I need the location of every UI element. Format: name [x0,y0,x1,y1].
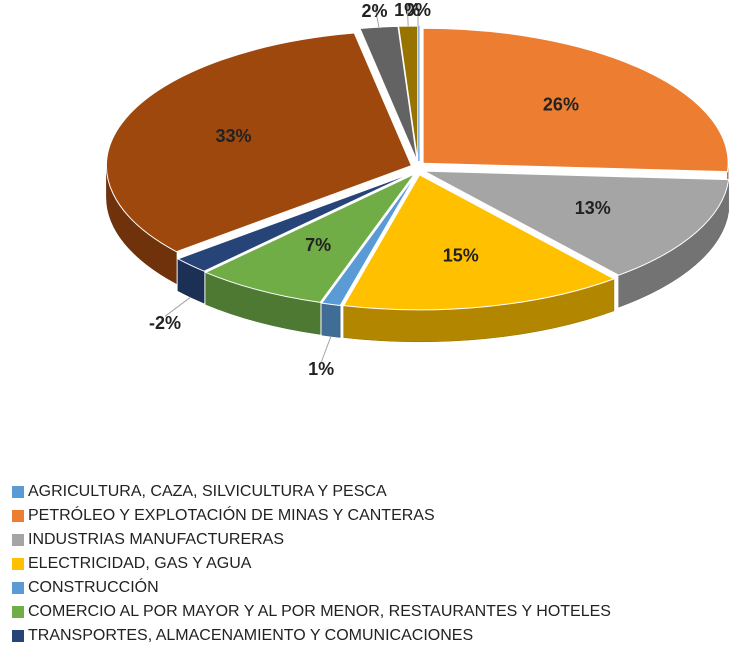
legend-swatch [12,486,24,498]
slice [320,174,417,307]
legend-label: AGRICULTURA, CAZA, SILVICULTURA Y PESCA [28,483,387,500]
data-label: 2% [362,1,388,21]
legend-swatch [12,510,24,522]
slice-tops [105,25,730,311]
data-label: 26% [543,95,579,115]
slice [342,174,616,311]
slice [176,172,414,272]
data-label: 1% [308,359,334,379]
data-labels: 0% 26% 13% 15% 1% 7% -2% 33% 2% 1% [149,0,611,379]
slice-side [321,302,341,338]
data-label: 0% [405,0,431,20]
legend-label: TRANSPORTES, ALMACENAMIENTO Y COMUNICACI… [28,627,473,644]
legend-swatch [12,534,24,546]
data-label: 15% [443,245,479,265]
legend-label: COMERCIO AL POR MAYOR Y AL POR MENOR, RE… [28,603,611,620]
legend-label: PETRÓLEO Y EXPLOTACIÓN DE MINAS Y CANTER… [28,505,435,524]
legend-label: INDUSTRIAS MANUFACTURERAS [28,531,284,548]
data-label: 7% [305,235,331,255]
legend-label: CONSTRUCCIÓN [28,577,159,596]
slice [422,27,729,173]
data-label: 1% [394,0,420,20]
leader-line [374,4,380,28]
slice [424,170,730,276]
data-label: -2% [149,313,181,333]
data-label: 33% [215,126,251,146]
data-label: 13% [575,198,611,218]
leader-line [164,296,191,317]
legend-label: ELECTRICIDAD, GAS Y AGUA [28,555,252,572]
leader-line [406,3,409,27]
legend-swatch [12,582,24,594]
legend-swatch [12,558,24,570]
legend-swatch [12,606,24,618]
leader-line [320,336,332,363]
slice [204,173,415,303]
legend-swatch [12,630,24,642]
legend: AGRICULTURA, CAZA, SILVICULTURA Y PESCA P… [12,483,611,644]
slice [105,32,413,253]
